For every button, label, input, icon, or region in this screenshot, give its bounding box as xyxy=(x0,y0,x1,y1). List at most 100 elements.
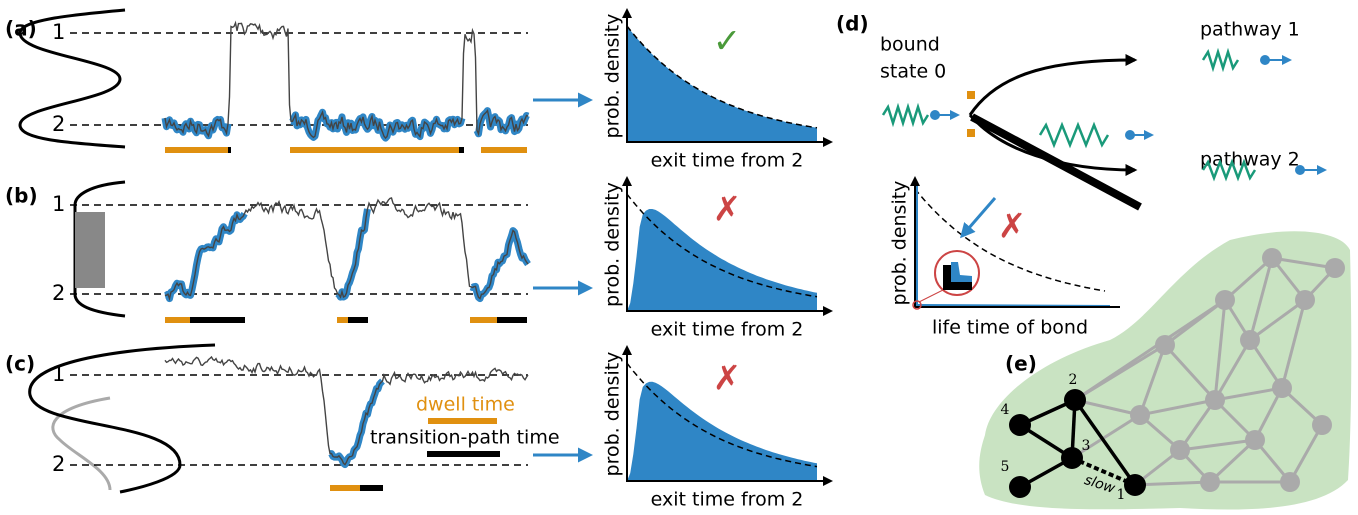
state-label: 2 xyxy=(52,281,65,305)
reference-curve xyxy=(626,193,818,298)
zoom-detail xyxy=(943,265,972,290)
node xyxy=(1155,335,1175,355)
node xyxy=(1280,472,1300,492)
panel-label: (b) xyxy=(5,184,38,208)
edge xyxy=(1214,386,1283,402)
edge xyxy=(1163,343,1217,402)
axes xyxy=(626,347,829,482)
zoom-origin xyxy=(912,300,922,310)
axis-arrow xyxy=(910,176,920,186)
node xyxy=(1170,440,1190,460)
reference-curve xyxy=(914,188,1106,292)
node xyxy=(1262,248,1282,268)
potential-alt xyxy=(51,396,112,491)
state-label: bound xyxy=(880,34,940,56)
edge xyxy=(1249,298,1306,342)
y-axis-label: prob. density xyxy=(602,352,624,477)
edge xyxy=(1074,298,1226,402)
panel-label: (d) xyxy=(836,12,869,36)
node xyxy=(1245,430,1265,450)
highlight xyxy=(163,211,248,303)
edge xyxy=(1074,398,1141,417)
highlight xyxy=(335,208,371,301)
node xyxy=(1312,415,1332,435)
y-axis-label: prob. density xyxy=(889,181,911,306)
edge xyxy=(1178,399,1217,451)
path-1 xyxy=(968,54,1138,116)
molecule xyxy=(881,102,930,128)
pathway-label: pathway 1 xyxy=(1200,19,1300,41)
y-axis-label: prob. density xyxy=(602,182,624,307)
node xyxy=(1205,390,1225,410)
density-fill xyxy=(627,209,817,311)
path-thick xyxy=(970,113,1142,211)
node xyxy=(1009,414,1031,436)
molecule xyxy=(1201,158,1257,182)
x-axis-label: exit time from 2 xyxy=(651,319,804,341)
edge xyxy=(1248,257,1274,341)
edge xyxy=(1288,424,1324,483)
edge xyxy=(1224,256,1273,302)
axis-arrow xyxy=(622,176,632,186)
edge xyxy=(1134,480,1211,487)
node-label: 5 xyxy=(1001,459,1010,475)
node xyxy=(1215,290,1235,310)
edge xyxy=(1213,339,1252,401)
state-label: 2 xyxy=(52,452,65,476)
node xyxy=(1061,447,1083,469)
axis-arrow xyxy=(823,476,833,486)
zoom-detail xyxy=(951,262,972,282)
node xyxy=(1130,405,1150,425)
axis-arrow xyxy=(622,345,632,355)
potential xyxy=(18,8,126,149)
molecule xyxy=(1038,121,1110,149)
axis-arrow xyxy=(823,137,833,147)
node-label: 1 xyxy=(1117,487,1126,503)
molecule xyxy=(1201,47,1240,73)
arrow xyxy=(960,197,997,239)
legend-label: transition-path time xyxy=(370,427,560,449)
state-label: 2 xyxy=(52,112,65,136)
node xyxy=(1064,389,1086,411)
slow-edge xyxy=(1071,456,1136,487)
edge xyxy=(1138,344,1167,416)
plots: exit time from 2 prob. density ✓ exit time … xyxy=(602,8,1120,511)
axes xyxy=(914,178,1120,308)
trace xyxy=(164,355,529,466)
x-axis-label: life time of bond xyxy=(932,317,1088,339)
panel-label: (e) xyxy=(1005,352,1037,376)
panel-label: (c) xyxy=(5,352,35,376)
node xyxy=(1272,378,1292,398)
trace xyxy=(164,20,529,140)
pathway-label: pathway 2 xyxy=(1200,149,1300,171)
node-label: 3 xyxy=(1082,438,1091,454)
trace xyxy=(164,197,529,302)
reference-curve xyxy=(626,25,818,129)
trajectory xyxy=(163,197,531,303)
verdict: ✗ xyxy=(713,359,742,399)
state-label: 1 xyxy=(52,192,65,216)
edge xyxy=(1164,298,1226,347)
node xyxy=(1009,476,1031,498)
axes xyxy=(626,10,829,143)
y-axis-label: prob. density xyxy=(602,14,624,139)
node xyxy=(1325,258,1345,278)
node-label: 4 xyxy=(1001,402,1010,418)
edge xyxy=(1139,398,1216,417)
x-axis-label: exit time from 2 xyxy=(651,150,804,172)
node xyxy=(1200,472,1220,492)
legend-label: dwell time xyxy=(416,394,515,416)
edge xyxy=(1213,299,1227,401)
node xyxy=(1240,330,1260,350)
node xyxy=(1295,290,1315,310)
edge xyxy=(1208,438,1257,484)
axis-arrow xyxy=(622,8,632,18)
verdict: ✗ xyxy=(713,190,742,230)
node xyxy=(1124,474,1146,496)
edge xyxy=(1280,299,1307,389)
axis-arrow xyxy=(823,306,833,316)
edge xyxy=(1071,413,1141,460)
barrier-region xyxy=(75,212,105,288)
state-label: state 0 xyxy=(880,61,946,83)
state-label: 1 xyxy=(52,20,65,44)
